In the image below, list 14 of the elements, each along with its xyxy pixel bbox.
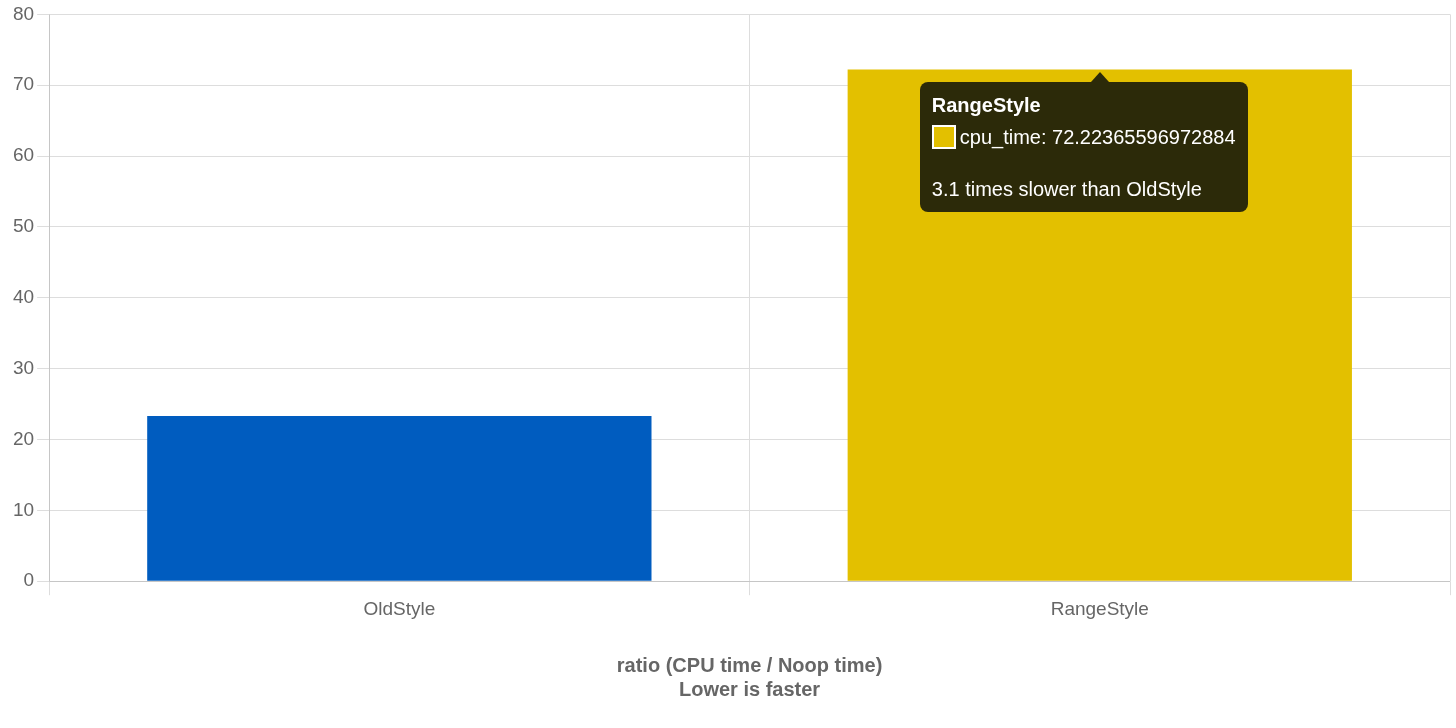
x-axis-title: ratio (CPU time / Noop time) Lower is faster (616, 653, 883, 700)
y-tick-label: 40 (12, 286, 35, 308)
x-tick-label: OldStyle (363, 597, 436, 619)
y-tick-label: 60 (12, 144, 35, 166)
annotation: cpu_time: 72.22365596972884 (959, 125, 1236, 151)
y-tick-label: 70 (12, 73, 35, 95)
y-tick-label: 0 (23, 569, 35, 591)
y-tick-label: 50 (12, 215, 35, 237)
y-tick-label: 10 (12, 498, 35, 520)
annotation: 3.1 times slower than OldStyle (931, 177, 1203, 203)
y-tick-label: 20 (12, 427, 35, 449)
y-tick-label: 80 (12, 2, 35, 24)
annotation: RangeStyle (931, 93, 1042, 119)
y-tick-label: 30 (12, 356, 35, 378)
